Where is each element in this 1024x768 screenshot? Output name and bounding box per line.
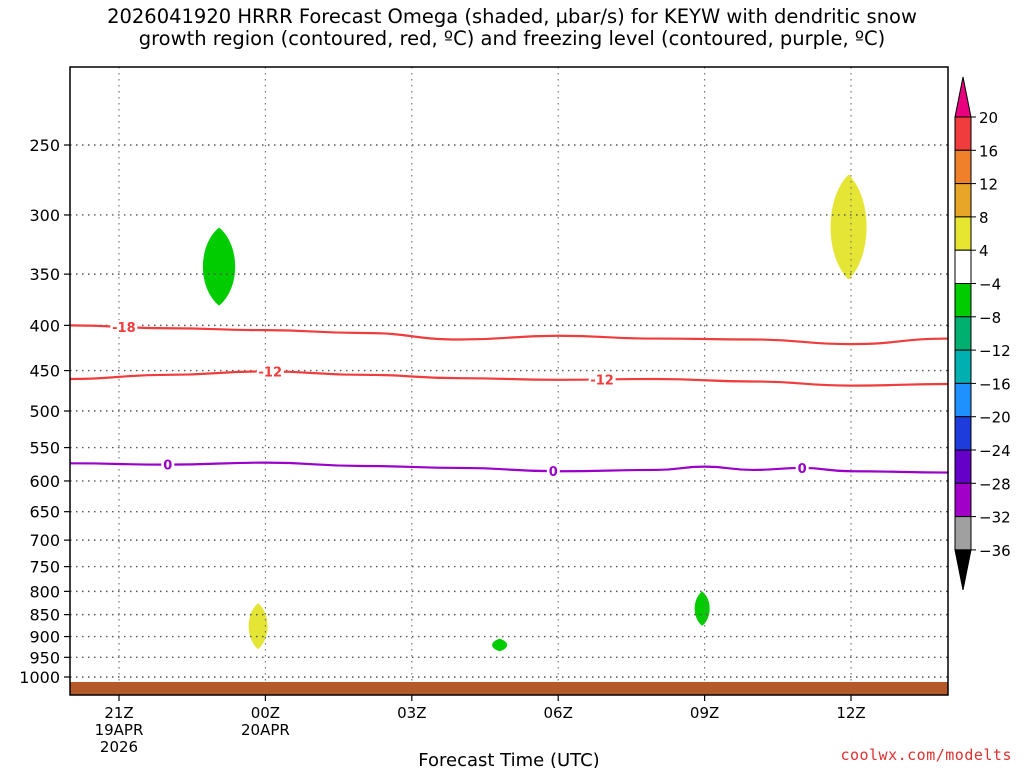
contour-label-0: -18 bbox=[112, 321, 136, 336]
y-tick-label: 600 bbox=[29, 472, 60, 491]
colorbar-segment bbox=[954, 416, 972, 451]
colorbar-label: 12 bbox=[979, 176, 998, 194]
contour-label-bg bbox=[256, 364, 284, 379]
x-tick-label: 00Z bbox=[251, 704, 280, 722]
y-tick-label: 800 bbox=[29, 582, 60, 601]
chart-title-line-2: growth region (contoured, red, ºC) and f… bbox=[138, 27, 886, 50]
colorbar-label: 20 bbox=[979, 109, 998, 127]
chart-title: 2026041920 HRRR Forecast Omega (shaded, … bbox=[0, 6, 1024, 50]
y-axis-ticks: 250 300 350 400 450 500 550 600 650 700 750 800 850 9… bbox=[19, 136, 70, 687]
credit-link[interactable]: coolwx.com/modelts bbox=[840, 746, 1012, 764]
surface-ground-bar bbox=[70, 682, 948, 695]
x-tick-label: 19APR bbox=[95, 721, 144, 739]
y-tick-label: 500 bbox=[29, 402, 60, 421]
colorbar-label: −8 bbox=[979, 309, 1001, 327]
y-tick-label: 300 bbox=[29, 206, 60, 225]
x-tick-label: 03Z bbox=[397, 704, 426, 722]
omega-shade-region-3 bbox=[492, 638, 508, 652]
colorbar-label: 16 bbox=[979, 142, 998, 160]
contour-label-1: -12 bbox=[590, 373, 614, 388]
chart-title-line-1: 2026041920 HRRR Forecast Omega (shaded, … bbox=[107, 5, 917, 28]
y-tick-label: 1000 bbox=[19, 668, 60, 687]
y-tick-label: 550 bbox=[29, 439, 60, 458]
colorbar-label: −4 bbox=[979, 276, 1001, 294]
y-tick-label: 750 bbox=[29, 558, 60, 577]
contour-label-bg bbox=[161, 457, 175, 472]
y-tick-label: 350 bbox=[29, 265, 60, 284]
contour-line-1 bbox=[70, 370, 949, 387]
colorbar-segment bbox=[954, 183, 972, 218]
y-tick-label: 900 bbox=[29, 628, 60, 647]
x-tick-label: 21Z bbox=[104, 704, 133, 722]
colorbar-label: −28 bbox=[979, 475, 1011, 493]
contour-label-bg bbox=[795, 460, 809, 475]
y-tick-label: 400 bbox=[29, 316, 60, 335]
colorbar-label: −36 bbox=[979, 542, 1011, 560]
omega-shade-region-1 bbox=[830, 174, 867, 280]
y-tick-label: 650 bbox=[29, 503, 60, 522]
contour-line-0 bbox=[70, 324, 949, 346]
colorbar-label: −24 bbox=[979, 442, 1011, 460]
colorbar-label: −16 bbox=[979, 375, 1011, 393]
grid-layer bbox=[70, 67, 948, 695]
contour-label-2: 0 bbox=[163, 459, 172, 474]
omega-shade-region-0 bbox=[202, 227, 236, 306]
contour-line-2 bbox=[70, 461, 949, 474]
colorbar-segment bbox=[954, 116, 972, 151]
contour-layer: -18 -12 -12 0 0 0 bbox=[70, 319, 949, 480]
y-tick-label: 700 bbox=[29, 531, 60, 550]
y-tick-label: 950 bbox=[29, 648, 60, 667]
colorbar-label: −32 bbox=[979, 509, 1011, 527]
colorbar-segment bbox=[954, 449, 972, 484]
x-tick-label: 12Z bbox=[836, 704, 865, 722]
colorbar: 20 16 12 8 4 −4 −8 −12 −16 −20 −24 −28 −32 −36 bbox=[954, 76, 1011, 590]
x-tick-label: 2026 bbox=[100, 738, 138, 756]
colorbar-segment bbox=[954, 382, 972, 418]
colorbar-bottom-arrow bbox=[954, 549, 972, 590]
omega-shade-region-4 bbox=[694, 591, 710, 626]
colorbar-segment bbox=[954, 249, 972, 284]
omega-shade-region-2 bbox=[248, 603, 268, 650]
x-axis-label: Forecast Time (UTC) bbox=[418, 750, 599, 768]
colorbar-segment bbox=[954, 216, 972, 251]
y-tick-label: 250 bbox=[29, 136, 60, 155]
contour-label-bg bbox=[588, 372, 616, 387]
y-tick-label: 450 bbox=[29, 362, 60, 381]
contour-label-bg bbox=[546, 464, 560, 479]
colorbar-segment bbox=[954, 283, 972, 318]
x-tick-label: 09Z bbox=[690, 704, 719, 722]
y-tick-label: 850 bbox=[29, 606, 60, 625]
colorbar-segment bbox=[954, 482, 972, 518]
colorbar-label: −20 bbox=[979, 409, 1011, 427]
plot-frame bbox=[69, 66, 949, 696]
omega-shading-layer bbox=[202, 174, 867, 652]
contour-label-bg bbox=[110, 319, 138, 334]
colorbar-segment bbox=[954, 149, 972, 185]
colorbar-segment bbox=[954, 516, 972, 551]
colorbar-label: 4 bbox=[979, 242, 989, 260]
colorbar-label: 8 bbox=[979, 209, 989, 227]
colorbar-label: −12 bbox=[979, 342, 1011, 360]
contour-label-2: 0 bbox=[549, 465, 558, 480]
contour-label-1: -12 bbox=[259, 366, 283, 381]
contour-label-2: 0 bbox=[798, 462, 807, 477]
x-tick-label: 20APR bbox=[241, 721, 290, 739]
colorbar-top-arrow bbox=[954, 76, 972, 118]
colorbar-segment bbox=[954, 316, 972, 351]
x-tick-label: 06Z bbox=[544, 704, 573, 722]
colorbar-segment bbox=[954, 349, 972, 384]
